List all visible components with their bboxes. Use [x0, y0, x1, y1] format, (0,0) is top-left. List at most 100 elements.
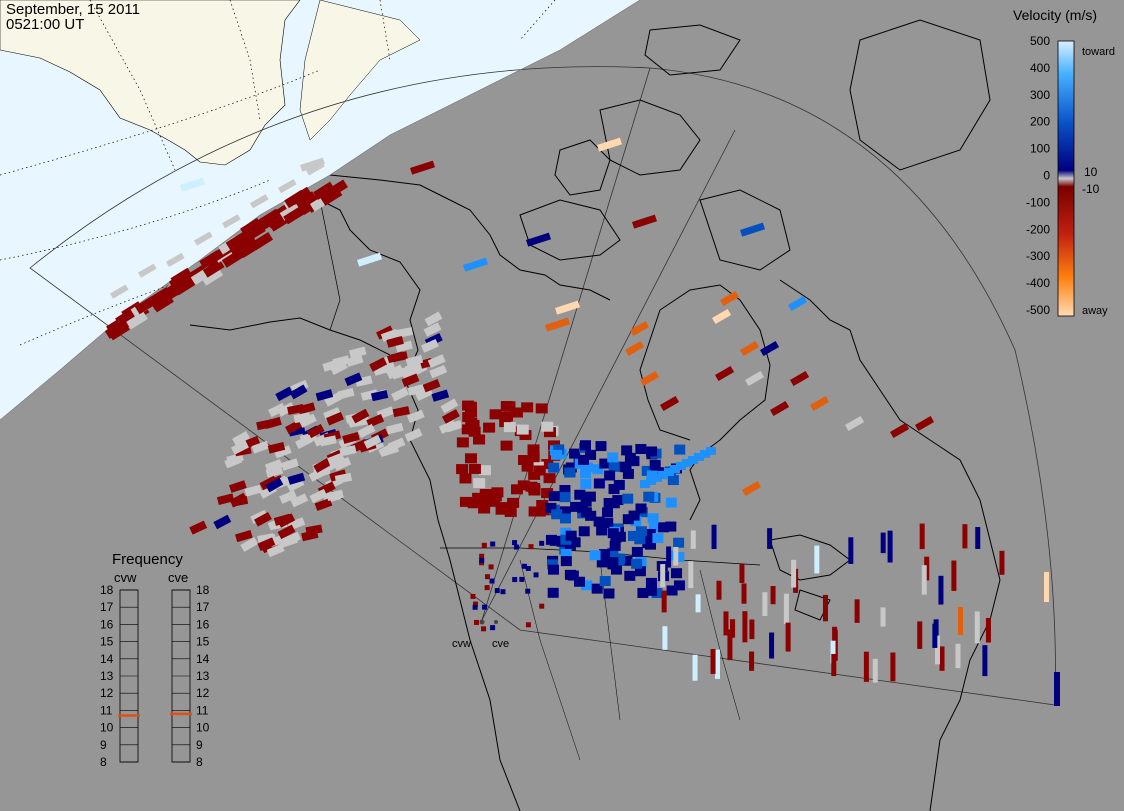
frequency-column-label-cvw: cvw [114, 570, 137, 585]
velocity-cell [357, 252, 382, 267]
velocity-colorbar-title: Velocity (m/s) [1013, 7, 1097, 23]
velocity-cell [528, 485, 541, 496]
velocity-cell [391, 367, 409, 380]
velocity-cell [541, 459, 554, 470]
velocity-cell [688, 456, 698, 464]
velocity-cell [265, 477, 284, 493]
velocity-cell [392, 406, 410, 418]
velocity-cell [645, 585, 657, 596]
velocity-cell [599, 458, 611, 469]
velocity-cell [664, 468, 674, 476]
velocity-cell [543, 473, 556, 484]
velocity-cell [658, 471, 668, 479]
velocity-cell [710, 649, 716, 674]
velocity-cell [570, 501, 582, 512]
velocity-cell [581, 462, 593, 473]
velocity-cell [280, 535, 298, 548]
velocity-cell [229, 480, 247, 493]
velocity-cell [376, 325, 394, 340]
velocity-cell [300, 157, 325, 172]
alaska-daylight [299, 0, 421, 141]
velocity-cell [580, 478, 592, 489]
velocity-cell [716, 580, 722, 600]
velocity-cell [322, 359, 340, 372]
velocity-near-zero-minus: -10 [1082, 182, 1100, 196]
frequency-tick-label: 10 [100, 721, 114, 735]
frequency-tick-label: 13 [100, 669, 114, 683]
velocity-cell [110, 284, 129, 299]
velocity-cell [593, 516, 605, 527]
velocity-cell [934, 635, 940, 665]
velocity-cell [489, 491, 502, 502]
radar-site-cvw [479, 619, 485, 625]
velocity-cell [201, 267, 224, 286]
velocity-cell [420, 339, 439, 353]
velocity-cell [406, 409, 425, 424]
velocity-cell [673, 551, 685, 562]
velocity-cell [848, 537, 854, 564]
velocity-cell [348, 346, 367, 359]
velocity-cell [539, 603, 545, 609]
velocity-cell [706, 447, 716, 455]
velocity-cell [547, 587, 559, 598]
velocity-cell [254, 511, 272, 527]
velocity-cell [479, 553, 485, 559]
velocity-cell [955, 643, 961, 669]
velocity-cell [624, 570, 636, 581]
velocity-cell [273, 445, 292, 459]
velocity-cell [715, 366, 735, 382]
velocity-cell [507, 497, 520, 508]
velocity-cell [401, 373, 420, 387]
velocity-cell [628, 530, 640, 541]
velocity-tick-label: 300 [1030, 88, 1050, 102]
velocity-cell [649, 459, 661, 470]
velocity-cell [370, 390, 389, 402]
velocity-tick-label: 0 [1043, 169, 1050, 183]
velocity-cell [591, 583, 603, 594]
velocity-cell [295, 191, 317, 210]
velocity-toward-label: toward [1082, 46, 1115, 58]
velocity-cell [585, 449, 597, 460]
velocity-cell [603, 497, 615, 508]
velocity-cell [369, 357, 388, 372]
velocity-cell [213, 514, 232, 530]
velocity-cell [614, 461, 626, 472]
velocity-cell [692, 654, 698, 681]
velocity-cell [485, 574, 491, 580]
velocity-cell [511, 484, 524, 495]
velocity-cell [1054, 672, 1060, 706]
velocity-cell [337, 387, 355, 400]
velocity-cell [287, 472, 306, 485]
velocity-cell [593, 478, 605, 489]
velocity-cell [230, 495, 249, 507]
velocity-cell [602, 518, 614, 529]
velocity-cell [628, 456, 640, 467]
velocity-cell [630, 516, 642, 527]
velocity-cell [289, 384, 308, 400]
velocity-cell [410, 160, 435, 175]
velocity-cell [381, 443, 400, 457]
frequency-tick-label: 12 [100, 686, 114, 700]
velocity-cell [985, 617, 991, 643]
velocity-cell [275, 386, 294, 402]
velocity-cell [429, 364, 448, 379]
velocity-cell [473, 434, 486, 445]
velocity-cell [559, 513, 571, 524]
velocity-cell [634, 566, 646, 577]
frequency-tick-label: 9 [196, 738, 203, 752]
velocity-cell [126, 311, 148, 330]
velocity-cell [690, 530, 696, 549]
velocity-cell [695, 594, 701, 613]
velocity-cell [268, 402, 286, 418]
velocity-cell [621, 555, 633, 566]
velocity-cell [525, 622, 531, 628]
velocity-cell [479, 558, 485, 564]
velocity-cell [503, 422, 516, 433]
radar-fields-of-view [29, 66, 1056, 706]
velocity-cell [357, 423, 376, 439]
velocity-cell [231, 440, 249, 455]
velocity-cell [667, 475, 679, 486]
radar-velocity-cells [104, 137, 1060, 706]
velocity-cell [295, 434, 313, 449]
velocity-cell [479, 496, 492, 507]
